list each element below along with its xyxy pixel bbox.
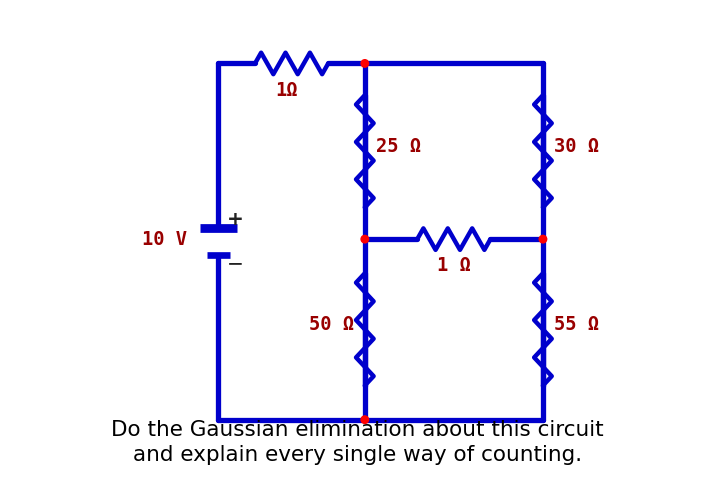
Text: Do the Gaussian elimination about this circuit: Do the Gaussian elimination about this c… (112, 420, 603, 440)
Text: 1Ω: 1Ω (275, 81, 298, 100)
Text: 30 Ω: 30 Ω (553, 137, 598, 156)
Text: −: − (227, 255, 244, 273)
Text: 10 V: 10 V (142, 230, 187, 248)
Circle shape (361, 235, 368, 243)
Text: 55 Ω: 55 Ω (553, 315, 598, 334)
Text: +: + (227, 210, 244, 228)
Text: 50 Ω: 50 Ω (309, 315, 354, 334)
Text: 1 Ω: 1 Ω (437, 257, 470, 275)
Circle shape (539, 235, 547, 243)
Text: and explain every single way of counting.: and explain every single way of counting… (133, 445, 582, 465)
Circle shape (361, 416, 368, 424)
Text: 25 Ω: 25 Ω (375, 137, 420, 156)
Circle shape (361, 60, 368, 67)
